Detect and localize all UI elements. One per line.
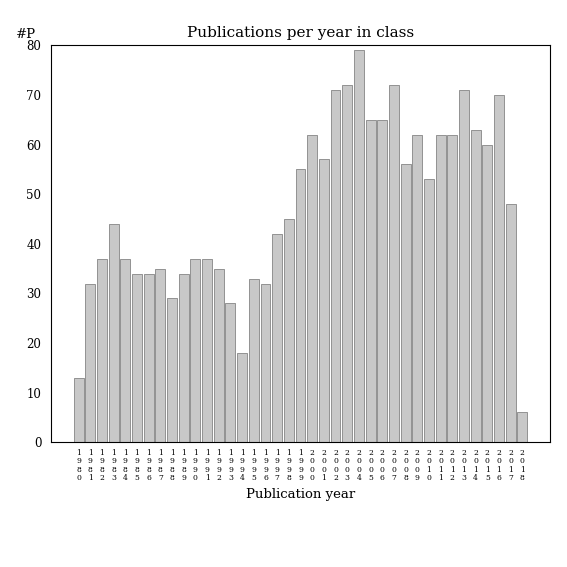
- Bar: [459, 90, 469, 442]
- Bar: [249, 278, 259, 442]
- Title: Publications per year in class: Publications per year in class: [187, 26, 414, 40]
- Bar: [226, 303, 235, 442]
- Bar: [144, 274, 154, 442]
- Bar: [120, 259, 130, 442]
- Bar: [471, 130, 481, 442]
- Text: #P: #P: [16, 28, 36, 41]
- Bar: [260, 284, 270, 442]
- Bar: [109, 224, 119, 442]
- Bar: [237, 353, 247, 442]
- Bar: [494, 95, 504, 442]
- Bar: [202, 259, 212, 442]
- Bar: [377, 120, 387, 442]
- Bar: [447, 135, 457, 442]
- Bar: [342, 85, 352, 442]
- Bar: [483, 145, 492, 442]
- Bar: [191, 259, 200, 442]
- Bar: [97, 259, 107, 442]
- Bar: [307, 135, 317, 442]
- Bar: [517, 413, 527, 442]
- Bar: [319, 159, 329, 442]
- Bar: [272, 234, 282, 442]
- Bar: [401, 164, 411, 442]
- X-axis label: Publication year: Publication year: [246, 488, 355, 501]
- Bar: [214, 269, 224, 442]
- Bar: [86, 284, 95, 442]
- Bar: [424, 179, 434, 442]
- Bar: [389, 85, 399, 442]
- Bar: [132, 274, 142, 442]
- Bar: [284, 219, 294, 442]
- Bar: [506, 204, 515, 442]
- Bar: [354, 50, 364, 442]
- Bar: [155, 269, 166, 442]
- Bar: [179, 274, 189, 442]
- Bar: [295, 170, 306, 442]
- Bar: [412, 135, 422, 442]
- Bar: [74, 378, 84, 442]
- Bar: [167, 298, 177, 442]
- Bar: [331, 90, 341, 442]
- Bar: [435, 135, 446, 442]
- Bar: [366, 120, 375, 442]
